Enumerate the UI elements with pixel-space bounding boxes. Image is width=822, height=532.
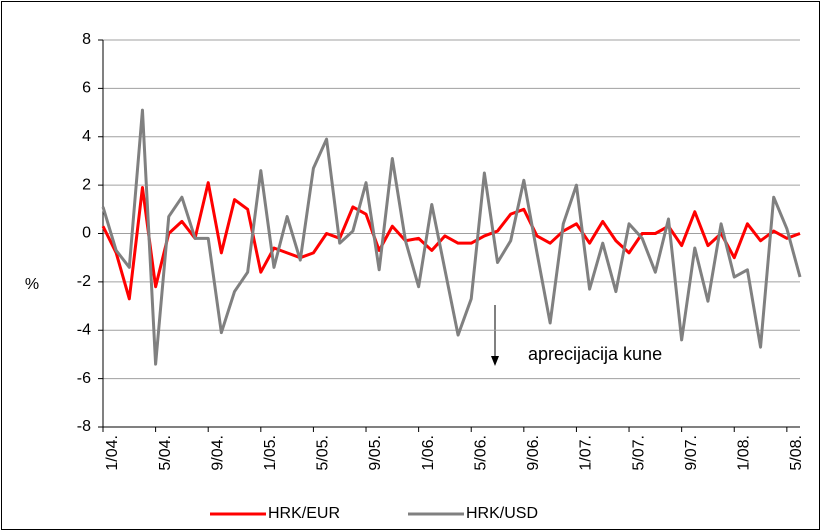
annotation: aprecijacija kune xyxy=(528,344,662,364)
x-tick-label: 9/05. xyxy=(367,435,384,471)
y-tick-label: 2 xyxy=(82,176,91,193)
x-tick-label: 9/07. xyxy=(683,435,700,471)
x-tick-label: 5/08. xyxy=(788,435,805,471)
x-tick-label: 5/04. xyxy=(157,435,174,471)
legend-label: HRK/USD xyxy=(466,505,538,522)
y-tick-label: -6 xyxy=(77,370,91,387)
x-tick-label: 9/04. xyxy=(209,435,226,471)
x-tick-label: 1/05. xyxy=(262,435,279,471)
y-tick-label: 8 xyxy=(82,31,91,48)
y-tick-label: 4 xyxy=(82,128,91,145)
y-tick-label: 6 xyxy=(82,80,91,97)
arrow-head xyxy=(491,356,499,366)
x-tick-label: 9/06. xyxy=(525,435,542,471)
x-tick-label: 5/06. xyxy=(472,435,489,471)
y-tick-label: -2 xyxy=(77,273,91,290)
x-tick-label: 5/05. xyxy=(315,435,332,471)
annotation-arrow xyxy=(491,305,499,366)
x-tick-label: 1/08. xyxy=(735,435,752,471)
x-tick-label: 1/06. xyxy=(420,435,437,471)
x-tick-label: 1/04. xyxy=(104,435,121,471)
x-tick-label: 5/07. xyxy=(630,435,647,471)
series-line xyxy=(101,181,801,301)
legend-label: HRK/EUR xyxy=(268,505,340,522)
y-tick-label: 0 xyxy=(82,225,91,242)
x-tick-label: 1/07. xyxy=(578,435,595,471)
y-tick-label: -4 xyxy=(77,321,91,338)
y-axis-label: % xyxy=(25,276,39,293)
series-line xyxy=(101,108,802,366)
y-tick-label: -8 xyxy=(77,418,91,435)
